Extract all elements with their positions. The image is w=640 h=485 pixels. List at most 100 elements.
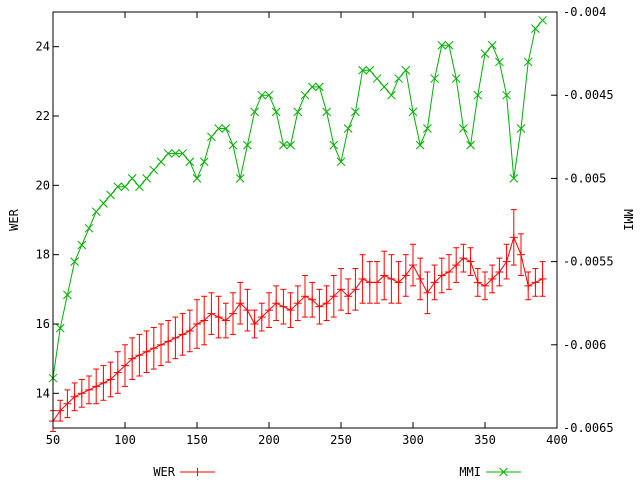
mmi-point: [509, 174, 519, 183]
x-tick-label-5: 300: [402, 433, 424, 447]
mmi-point: [228, 140, 238, 150]
wer-point: [85, 385, 93, 394]
wer-point: [113, 368, 122, 377]
wer-point: [286, 306, 295, 315]
mmi-point: [502, 90, 511, 100]
wer-point: [380, 271, 389, 280]
wer-point: [171, 333, 180, 342]
mmi-point: [365, 65, 375, 75]
wer-point: [185, 326, 194, 335]
legend-marker-mmi: [499, 467, 508, 477]
mmi-point: [257, 90, 267, 100]
wer-point: [445, 268, 453, 276]
mmi-point: [459, 124, 468, 133]
wer-point: [322, 299, 331, 308]
mmi-point: [523, 57, 533, 67]
mmi-point: [199, 157, 209, 167]
ticks-layer: 50 100 150 200 250 300 350 400 14 16 18 20 22 24 -0.00…: [36, 5, 614, 447]
wer-point: [401, 271, 410, 280]
mmi-point: [343, 124, 353, 133]
wer-point: [279, 302, 288, 311]
mmi-point: [84, 223, 94, 233]
mmi-point: [480, 49, 490, 58]
mmi-point: [77, 240, 87, 250]
y2-tick-label-3: -0.005: [563, 171, 606, 185]
mmi-point: [178, 149, 187, 158]
wer-point: [387, 274, 396, 283]
mmi-point: [372, 74, 382, 83]
mmi-point: [271, 107, 281, 117]
wer-point: [193, 320, 201, 328]
mmi-point: [171, 149, 180, 158]
wer-point: [466, 257, 475, 266]
wer-point: [99, 378, 108, 387]
wer-point: [236, 299, 245, 308]
wer-point: [128, 354, 137, 363]
wer-point: [142, 347, 151, 356]
x-tick-label-2: 150: [186, 433, 208, 447]
wer-point: [92, 382, 101, 391]
wer-point: [106, 375, 115, 384]
mmi-point: [156, 157, 166, 167]
wer-point: [149, 344, 158, 353]
x-tick-label-4: 250: [330, 433, 352, 447]
x-tick-label-6: 350: [474, 433, 496, 447]
mmi-point: [315, 82, 324, 92]
wer-point: [509, 233, 518, 242]
mmi-point: [113, 182, 123, 192]
mmi-point: [516, 124, 526, 133]
wer-point: [394, 278, 403, 287]
mmi-point: [444, 40, 454, 50]
mmi-point: [487, 40, 497, 50]
mmi-point: [149, 165, 159, 175]
wer-point: [200, 316, 209, 325]
mmi-point: [408, 107, 418, 117]
mmi-point: [99, 199, 108, 208]
mmi-point: [394, 74, 403, 83]
mmi-point: [430, 74, 439, 83]
mmi-point: [307, 82, 317, 92]
x-tick-label-0: 50: [46, 433, 60, 447]
mmi-point: [322, 107, 331, 117]
plot-frame: [52, 11, 558, 429]
mmi-point: [401, 65, 411, 75]
mmi-point: [300, 90, 310, 100]
mmi-point: [221, 124, 231, 133]
wer-point: [250, 320, 259, 328]
mmi-point: [451, 74, 461, 83]
wer-point: [63, 399, 72, 408]
mmi-point: [135, 182, 144, 192]
wer-point: [409, 261, 417, 270]
y2-tick-label-5: -0.004: [563, 5, 606, 19]
mmi-point: [531, 24, 540, 33]
wer-point: [214, 313, 223, 322]
wer-point: [293, 299, 302, 308]
mmi-point: [329, 140, 339, 150]
wer-point: [308, 295, 317, 304]
y2-tick-label-2: -0.0055: [563, 255, 614, 269]
wer-point: [459, 254, 468, 263]
series-layer: [48, 15, 547, 432]
mmi-point: [185, 157, 195, 167]
mmi-point: [437, 40, 447, 50]
wer-point: [315, 302, 324, 311]
mmi-point: [127, 174, 137, 183]
mmi-point: [55, 323, 65, 333]
wer-point: [207, 309, 216, 318]
y2-tick-label-1: -0.006: [563, 338, 606, 352]
series-wer: [49, 209, 547, 432]
mmi-point: [495, 57, 504, 67]
mmi-point: [207, 132, 216, 142]
mmi-point: [250, 107, 259, 117]
wer-point: [70, 392, 79, 401]
wer-point: [373, 278, 381, 287]
y-tick-label-3: 20: [36, 178, 50, 192]
mmi-point: [70, 257, 79, 266]
mmi-point: [91, 207, 101, 217]
wer-point: [301, 292, 309, 301]
wer-point: [56, 406, 65, 415]
wer-point: [416, 274, 425, 283]
wer-point: [344, 292, 353, 301]
